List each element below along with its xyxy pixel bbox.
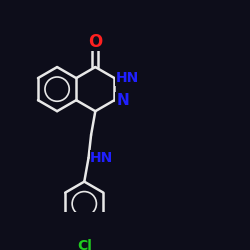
- Text: HN: HN: [116, 71, 140, 85]
- Text: Cl: Cl: [77, 239, 92, 250]
- Text: N: N: [116, 93, 129, 108]
- Text: HN: HN: [90, 151, 114, 165]
- Text: O: O: [88, 32, 102, 50]
